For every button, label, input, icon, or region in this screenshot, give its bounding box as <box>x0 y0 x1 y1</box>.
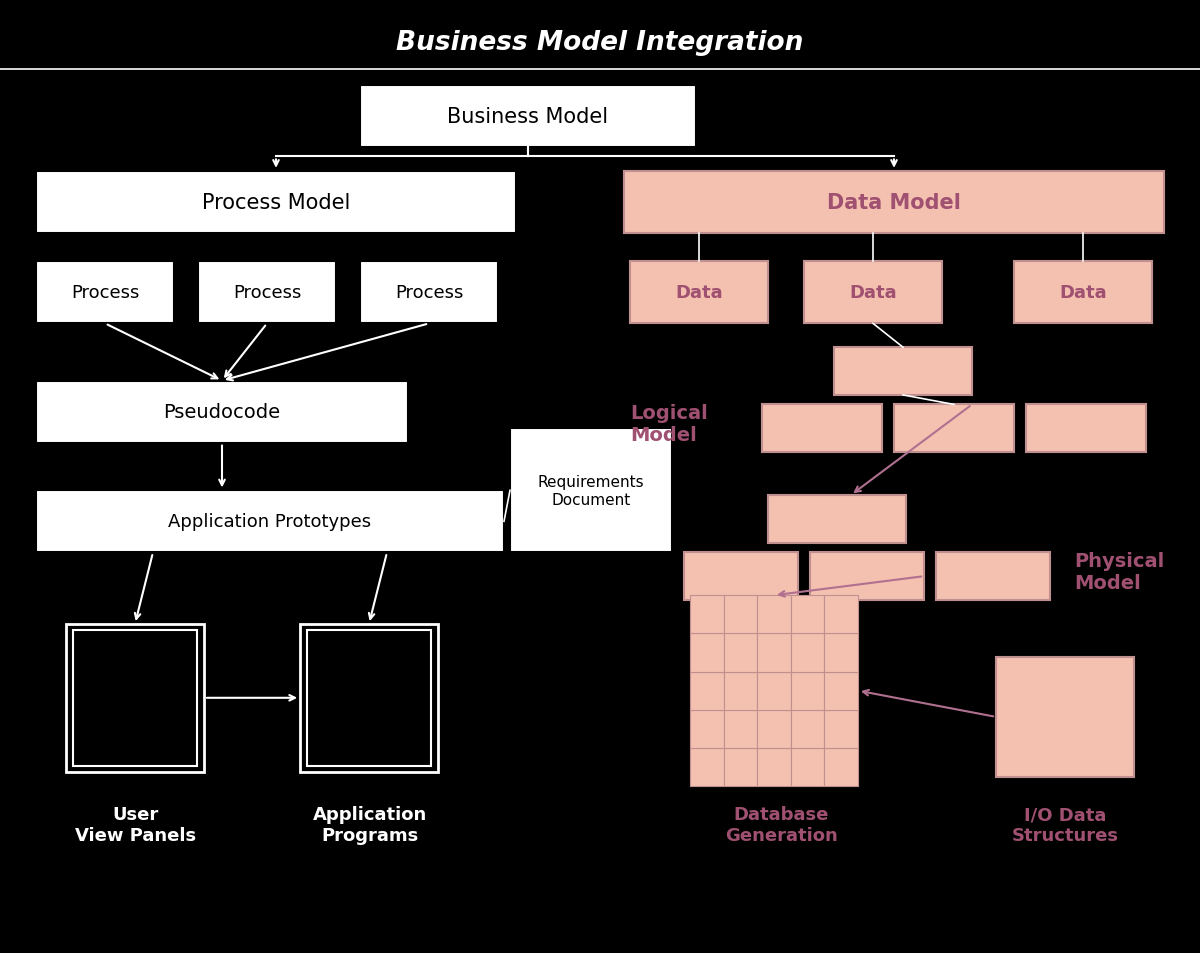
Bar <box>810 553 924 600</box>
Bar <box>724 596 757 634</box>
Bar <box>834 348 972 395</box>
Bar <box>936 553 1050 600</box>
Bar <box>757 672 791 710</box>
Bar <box>690 672 724 710</box>
Bar <box>791 672 824 710</box>
Bar <box>996 658 1134 777</box>
Bar <box>724 748 757 786</box>
Bar <box>791 710 824 748</box>
Bar <box>724 634 757 672</box>
Bar <box>791 748 824 786</box>
Bar <box>198 262 336 324</box>
Bar <box>630 262 768 324</box>
Text: Logical
Model: Logical Model <box>630 404 708 444</box>
Bar <box>684 553 798 600</box>
Text: Data: Data <box>1060 284 1106 302</box>
Bar <box>360 86 696 148</box>
Bar <box>1026 405 1146 453</box>
Bar <box>724 672 757 710</box>
Bar <box>824 596 858 634</box>
Bar <box>824 634 858 672</box>
Bar <box>300 624 438 772</box>
Text: Requirements
Document: Requirements Document <box>538 475 644 507</box>
Bar <box>690 596 724 634</box>
Bar <box>824 748 858 786</box>
Bar <box>307 630 431 766</box>
Text: I/O Data
Structures: I/O Data Structures <box>1012 805 1120 844</box>
Text: Process Model: Process Model <box>202 193 350 213</box>
Bar <box>510 429 672 553</box>
Bar <box>757 710 791 748</box>
Bar <box>690 748 724 786</box>
Bar <box>724 710 757 748</box>
Text: Process: Process <box>233 284 301 302</box>
Text: Process: Process <box>71 284 139 302</box>
Bar <box>791 596 824 634</box>
Text: Application
Programs: Application Programs <box>312 805 427 844</box>
Text: Process: Process <box>395 284 463 302</box>
Bar <box>1014 262 1152 324</box>
Bar <box>36 172 516 233</box>
Bar <box>624 172 1164 233</box>
Text: Business Model: Business Model <box>448 107 608 127</box>
Text: Data: Data <box>676 284 722 302</box>
Bar <box>757 596 791 634</box>
Bar <box>824 672 858 710</box>
Bar <box>768 496 906 543</box>
Bar <box>66 624 204 772</box>
Bar <box>690 634 724 672</box>
Text: User
View Panels: User View Panels <box>76 805 196 844</box>
Text: Business Model Integration: Business Model Integration <box>396 30 804 56</box>
Bar <box>36 381 408 443</box>
Bar <box>762 405 882 453</box>
Bar <box>73 630 197 766</box>
Bar <box>36 262 174 324</box>
Bar <box>894 405 1014 453</box>
Text: Data: Data <box>850 284 896 302</box>
Text: Application Prototypes: Application Prototypes <box>168 513 372 531</box>
Bar <box>824 710 858 748</box>
Text: Pseudocode: Pseudocode <box>163 403 281 421</box>
Bar <box>804 262 942 324</box>
Text: Database
Generation: Database Generation <box>725 805 838 844</box>
Bar <box>757 634 791 672</box>
Bar <box>757 748 791 786</box>
Bar <box>690 710 724 748</box>
Bar <box>791 634 824 672</box>
Bar <box>360 262 498 324</box>
Text: Physical
Model: Physical Model <box>1074 552 1164 592</box>
Text: Data Model: Data Model <box>827 193 961 213</box>
Bar <box>36 491 504 553</box>
